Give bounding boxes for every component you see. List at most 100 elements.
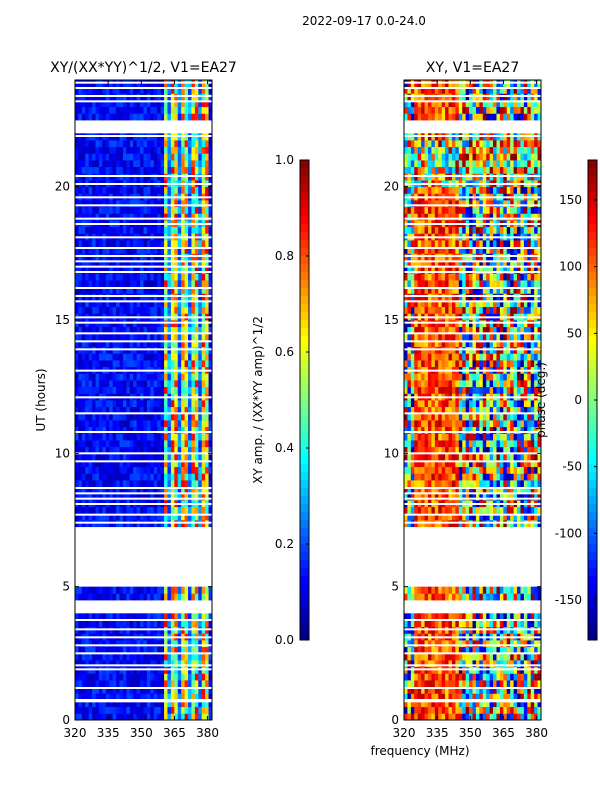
heatmap-cell (88, 86, 93, 94)
heatmap-cell (153, 613, 158, 621)
heatmap-cell (92, 653, 96, 661)
heatmap-cell (194, 240, 199, 248)
heatmap-cell (136, 440, 141, 448)
heatmap-cell (95, 360, 100, 368)
heatmap-cell (424, 646, 429, 654)
heatmap-cell (140, 693, 144, 701)
heatmap-cell (472, 653, 477, 661)
heatmap-cell (143, 466, 148, 474)
heatmap-cell (451, 473, 456, 481)
heatmap-cell (153, 506, 158, 514)
heatmap-cell (479, 446, 484, 454)
heatmap-cell (177, 506, 182, 514)
heatmap-cell (496, 620, 501, 628)
heatmap-cell (157, 326, 162, 334)
heatmap-cell (160, 200, 165, 208)
heatmap-cell (105, 700, 110, 708)
heatmap-cell (126, 486, 131, 494)
heatmap-cell (105, 140, 110, 148)
heatmap-cell (188, 646, 192, 654)
heatmap-cell (194, 686, 199, 694)
heatmap-cell (496, 506, 501, 514)
heatmap-cell (465, 693, 470, 701)
heatmap-cell (75, 420, 79, 428)
heatmap-cell (119, 466, 124, 474)
heatmap-cell (153, 386, 158, 394)
heatmap-cell (417, 673, 422, 681)
heatmap-cell (198, 206, 203, 214)
heatmap-cell (133, 166, 138, 174)
heatmap-cell (95, 160, 100, 168)
heatmap-cell (105, 426, 110, 434)
heatmap-cell (105, 420, 110, 428)
heatmap-cell (184, 380, 189, 388)
heatmap-cell (458, 646, 463, 654)
flagged-row (75, 521, 212, 524)
heatmap-cell (88, 493, 93, 501)
heatmap-cell (181, 686, 185, 694)
heatmap-cell (143, 113, 148, 121)
heatmap-cell (198, 246, 203, 254)
heatmap-cell (427, 660, 432, 668)
heatmap-cell (126, 106, 131, 114)
heatmap-cell (417, 593, 422, 601)
heatmap-cell (198, 400, 203, 408)
heatmap-cell (157, 240, 162, 248)
heatmap-cell (146, 426, 151, 434)
heatmap-cell (448, 453, 453, 461)
heatmap-cell (465, 653, 470, 661)
heatmap-cell (85, 586, 90, 594)
heatmap-cell (188, 466, 192, 474)
heatmap-cell (122, 613, 127, 621)
heatmap-cell (157, 373, 162, 381)
heatmap-cell (122, 153, 127, 161)
heatmap-cell (140, 240, 144, 248)
heatmap-cell (421, 646, 425, 654)
heatmap-cell (105, 593, 110, 601)
heatmap-cell (78, 420, 83, 428)
heatmap-cell (150, 166, 155, 174)
heatmap-cell (177, 400, 182, 408)
y-tick-label: 10 (55, 446, 70, 460)
heatmap-cell (126, 380, 131, 388)
heatmap-cell (513, 466, 518, 474)
heatmap-cell (486, 593, 491, 601)
heatmap-cell (503, 646, 508, 654)
heatmap-cell (167, 160, 172, 168)
heatmap-cell (424, 426, 429, 434)
heatmap-cell (157, 680, 162, 688)
heatmap-cell (105, 166, 110, 174)
heatmap-cell (143, 260, 148, 268)
heatmap-cell (78, 400, 83, 408)
heatmap-cell (95, 266, 100, 274)
heatmap-cell (122, 646, 127, 654)
heatmap-cell (105, 100, 110, 108)
heatmap-cell (407, 706, 412, 714)
heatmap-cell (105, 686, 110, 694)
heatmap-cell (136, 340, 141, 348)
heatmap-cell (527, 433, 532, 441)
heatmap-cell (479, 646, 484, 654)
heatmap-cell (462, 413, 467, 421)
heatmap-cell (177, 620, 182, 628)
heatmap-cell (146, 353, 151, 361)
heatmap-cell (129, 466, 134, 474)
heatmap-cell (122, 440, 127, 448)
heatmap-cell (181, 400, 185, 408)
heatmap-cell (472, 460, 477, 468)
heatmap-cell (465, 700, 470, 708)
heatmap-cell (167, 593, 172, 601)
heatmap-cell (78, 660, 83, 668)
heatmap-cell (184, 333, 189, 341)
flagged-row (75, 619, 212, 621)
heatmap-cell (129, 280, 134, 288)
heatmap-cell (75, 206, 79, 214)
heatmap-cell (174, 333, 179, 341)
heatmap-cell (177, 266, 182, 274)
heatmap-cell (530, 613, 535, 621)
flagged-row (75, 487, 212, 489)
heatmap-cell (427, 473, 432, 481)
heatmap-cell (119, 353, 124, 361)
heatmap-cell (513, 613, 518, 621)
heatmap-cell (116, 86, 120, 94)
